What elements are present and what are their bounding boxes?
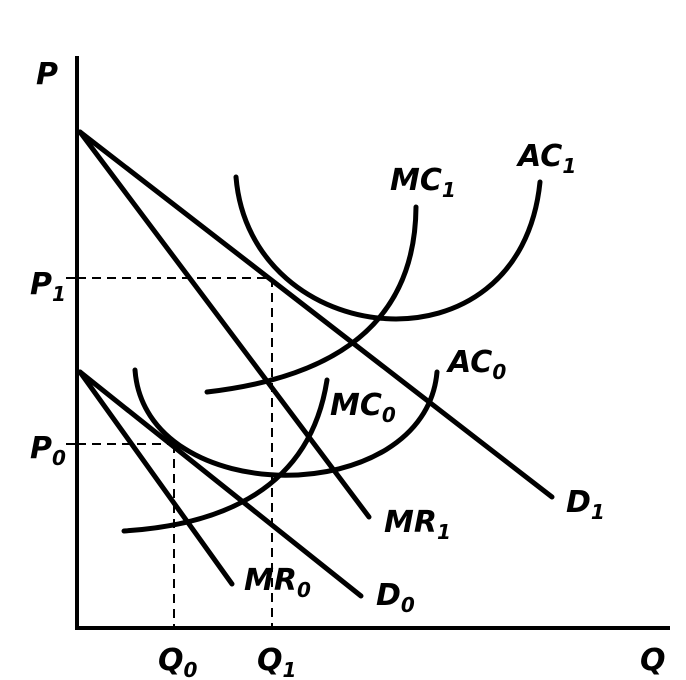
price-label-p1: P1 [30,267,66,306]
average-cost-curve-ac0 [132,367,440,478]
curve-label-mc0-sub: 0 [382,403,396,427]
quantity-tick-labels: Q0 Q1 [158,643,296,680]
quantity-label-q1-base: Q [257,643,283,678]
x-axis-label: Q [640,643,666,678]
marginal-revenue-curve-mr1 [77,129,372,520]
curve-label-mc1-base: MC [390,163,442,198]
curve-label-mr1: MR1 [384,505,451,544]
quantity-label-q0-base: Q [158,643,184,678]
curve-label-d1-sub: 1 [591,500,605,524]
curve-label-d0-base: D [376,578,401,613]
curve-label-d0: D0 [376,578,415,617]
y-axis-label: P [36,57,58,92]
curve-label-mc1-sub: 1 [442,178,456,202]
price-label-p0-base: P [30,431,52,466]
curve-label-d0-sub: 0 [401,593,415,617]
curve-label-mr0: MR0 [244,563,311,602]
curve-label-ac0-base: AC [446,345,492,380]
curve-label-ac1: AC1 [516,139,576,178]
curve-label-d1-base: D [566,485,591,520]
price-label-p1-sub: 1 [52,282,66,306]
curve-label-mc1: MC1 [390,163,456,202]
curve-label-mr0-base: MR [244,563,297,598]
marginal-cost-curve-mc1 [204,204,419,395]
price-label-p1-base: P [30,267,52,302]
quantity-label-q1: Q1 [257,643,296,680]
curve-label-ac0: AC0 [446,345,506,384]
quantity-label-q1-sub: 1 [283,658,297,680]
price-tick-labels: P1 P0 [30,267,66,470]
price-label-p0-sub: 0 [52,446,66,470]
curve-label-mc0: MC0 [330,388,396,427]
price-label-p0: P0 [30,431,66,470]
curve-label-ac1-sub: 1 [562,154,576,178]
curve-label-ac1-base: AC [516,139,562,174]
marginal-revenue-curve-mr0 [77,369,235,587]
marginal-cost-curve-mc0 [121,377,330,534]
curve-label-mr0-sub: 0 [297,578,311,602]
curve-label-mc0-base: MC [330,388,382,423]
average-cost-curve-ac1 [233,174,543,322]
axes: P Q [36,56,670,678]
demand-curve-d1 [77,129,555,500]
curve-label-ac0-sub: 0 [492,360,506,384]
curve-label-mr1-base: MR [384,505,437,540]
curve-label-d1: D1 [566,485,605,524]
curves-period-1 [77,129,555,520]
curve-label-mr1-sub: 1 [437,520,451,544]
curve-labels: D1 MR1 MC1 AC1 D0 MR0 MC0 AC0 [244,139,605,617]
curves-period-0 [77,367,440,599]
quantity-label-q0: Q0 [158,643,198,680]
demand-curve-d0 [77,369,364,599]
guide-lines [66,277,273,628]
quantity-label-q0-sub: 0 [184,658,198,680]
